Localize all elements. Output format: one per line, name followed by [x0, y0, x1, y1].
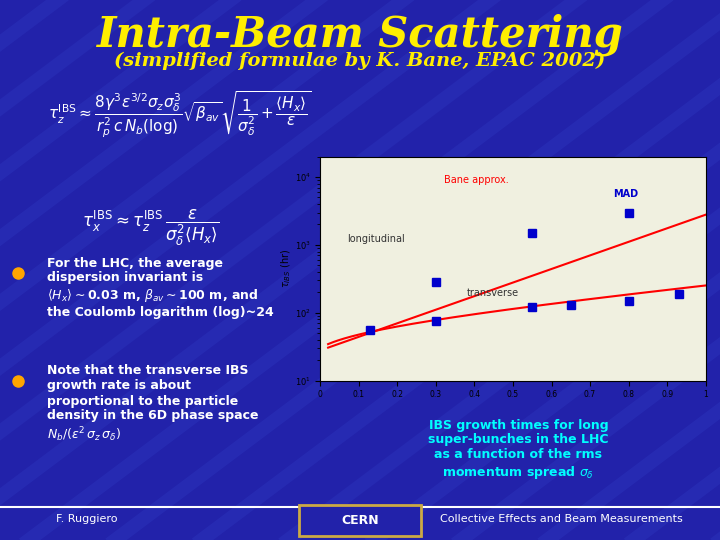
- Text: CERN: CERN: [341, 514, 379, 527]
- Text: F. Ruggiero: F. Ruggiero: [55, 515, 117, 524]
- Text: For the LHC, the average
dispersion invariant is
$\langle H_x\rangle$$\sim$0.03 : For the LHC, the average dispersion inva…: [47, 256, 274, 319]
- Text: Note that the transverse IBS
growth rate is about
proportional to the particle
d: Note that the transverse IBS growth rate…: [47, 364, 258, 444]
- Text: Intra-Beam Scattering: Intra-Beam Scattering: [96, 14, 624, 56]
- FancyBboxPatch shape: [299, 505, 421, 536]
- Text: IBS growth times for long
super-bunches in the LHC
as a function of the rms
mome: IBS growth times for long super-bunches …: [428, 418, 608, 481]
- Text: (simplified formulae by K. Bane, EPAC 2002): (simplified formulae by K. Bane, EPAC 20…: [114, 51, 606, 70]
- Text: longitudinal: longitudinal: [347, 234, 405, 244]
- Text: $\tau_z^{\mathrm{IBS}} \approx \dfrac{8\gamma^3\varepsilon^{3/2}\sigma_z\sigma_\: $\tau_z^{\mathrm{IBS}} \approx \dfrac{8\…: [48, 89, 312, 140]
- Text: MAD: MAD: [613, 189, 638, 199]
- Text: transverse: transverse: [467, 287, 519, 298]
- Text: Collective Effects and Beam Measurements: Collective Effects and Beam Measurements: [440, 515, 683, 524]
- Text: Bane approx.: Bane approx.: [444, 176, 508, 186]
- Y-axis label: $\tau_{IBS}$ (hr): $\tau_{IBS}$ (hr): [279, 249, 293, 288]
- Text: $\tau_x^{\mathrm{IBS}} \approx \tau_z^{\mathrm{IBS}}\,\dfrac{\varepsilon}{\sigma: $\tau_x^{\mathrm{IBS}} \approx \tau_z^{\…: [83, 208, 220, 248]
